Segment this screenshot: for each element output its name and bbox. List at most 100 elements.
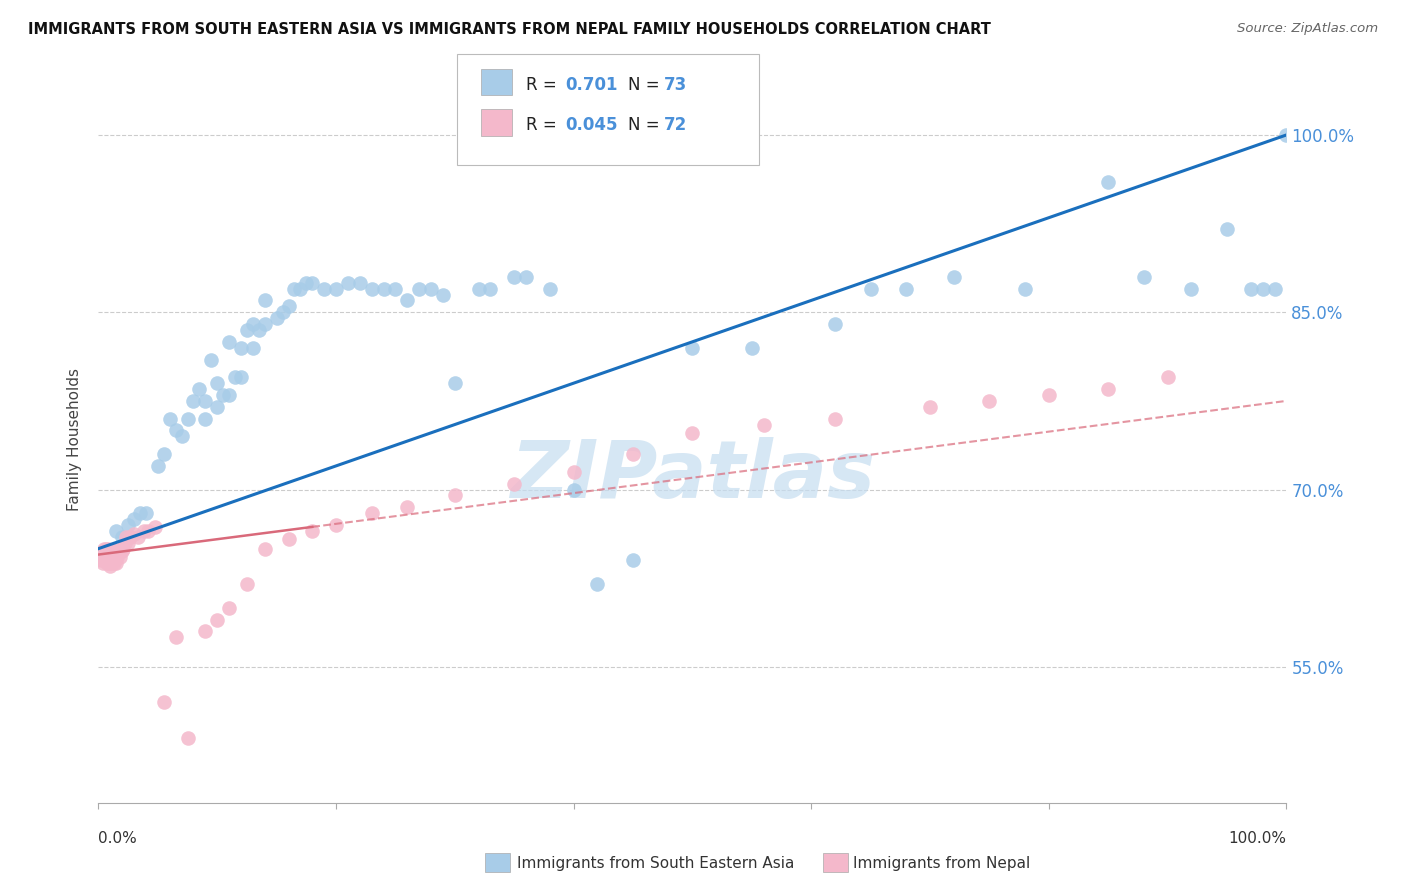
Point — [93, 553, 115, 567]
Point — [176, 731, 198, 745]
Point — [94, 553, 117, 567]
Text: Immigrants from Nepal: Immigrants from Nepal — [853, 856, 1031, 871]
Point — [752, 417, 775, 432]
Text: Source: ZipAtlas.com: Source: ZipAtlas.com — [1237, 22, 1378, 36]
Point — [98, 559, 121, 574]
Point — [242, 317, 264, 331]
Text: ZIPatlas: ZIPatlas — [510, 437, 875, 515]
Point — [242, 341, 264, 355]
Point — [360, 506, 382, 520]
Point — [104, 544, 127, 558]
Point — [120, 530, 142, 544]
Point — [224, 370, 246, 384]
Point — [621, 553, 644, 567]
Point — [1251, 282, 1274, 296]
Point — [97, 541, 120, 556]
Text: 0.045: 0.045 — [565, 116, 617, 134]
Point — [110, 541, 132, 556]
Point — [200, 352, 222, 367]
Point — [325, 518, 347, 533]
Point — [194, 393, 217, 408]
Point — [236, 577, 259, 591]
Point — [1097, 382, 1119, 396]
Point — [183, 393, 205, 408]
Point — [218, 334, 240, 349]
Point — [107, 544, 129, 558]
Point — [408, 282, 430, 296]
Point — [146, 458, 169, 473]
Point — [96, 549, 118, 564]
Point — [253, 317, 276, 331]
Point — [444, 488, 467, 502]
Point — [218, 388, 240, 402]
Point — [101, 553, 124, 567]
Point — [1275, 128, 1298, 142]
Point — [562, 483, 585, 497]
Point — [91, 556, 114, 570]
Point — [824, 317, 846, 331]
Text: N =: N = — [628, 76, 665, 94]
Point — [920, 400, 942, 414]
Point — [105, 524, 128, 538]
Point — [229, 370, 252, 384]
Text: N =: N = — [628, 116, 665, 134]
Point — [681, 425, 703, 440]
Point — [1038, 388, 1060, 402]
Point — [114, 530, 136, 544]
Point — [325, 282, 347, 296]
Point — [207, 613, 229, 627]
Point — [349, 276, 371, 290]
Point — [301, 276, 323, 290]
Text: 0.701: 0.701 — [565, 76, 617, 94]
Point — [145, 520, 167, 534]
Point — [108, 549, 131, 564]
Point — [295, 276, 318, 290]
Point — [314, 282, 336, 296]
Point — [100, 556, 122, 570]
Point — [98, 544, 121, 558]
Point — [396, 293, 419, 308]
Point — [207, 376, 229, 391]
Point — [129, 506, 152, 520]
Point — [1133, 269, 1156, 284]
Point — [194, 624, 217, 639]
Point — [396, 500, 419, 515]
Point — [152, 695, 174, 709]
Point — [90, 553, 112, 567]
Point — [538, 282, 561, 296]
Point — [105, 556, 128, 570]
Point — [152, 447, 174, 461]
Text: 0.0%: 0.0% — [98, 830, 138, 846]
Point — [107, 549, 129, 564]
Point — [824, 411, 846, 425]
Point — [1180, 282, 1202, 296]
Point — [135, 506, 157, 520]
Point — [515, 269, 537, 284]
Point — [97, 556, 120, 570]
Point — [336, 276, 359, 290]
Point — [479, 282, 502, 296]
Point — [741, 341, 763, 355]
Point — [159, 411, 181, 425]
Point — [253, 541, 276, 556]
Point — [207, 400, 229, 414]
Point — [127, 530, 149, 544]
Point — [91, 548, 114, 562]
Text: IMMIGRANTS FROM SOUTH EASTERN ASIA VS IMMIGRANTS FROM NEPAL FAMILY HOUSEHOLDS CO: IMMIGRANTS FROM SOUTH EASTERN ASIA VS IM… — [28, 22, 991, 37]
Point — [562, 465, 585, 479]
Point — [136, 524, 159, 538]
Point — [94, 541, 117, 556]
Point — [104, 553, 127, 567]
Point — [301, 524, 323, 538]
Point — [1014, 282, 1036, 296]
Point — [111, 544, 134, 558]
Point — [586, 577, 609, 591]
Point — [96, 556, 118, 570]
Point — [117, 518, 139, 533]
Point — [101, 544, 124, 558]
Point — [979, 393, 1001, 408]
Point — [111, 530, 134, 544]
Text: Immigrants from South Eastern Asia: Immigrants from South Eastern Asia — [517, 856, 794, 871]
Point — [170, 429, 193, 443]
Point — [360, 282, 382, 296]
